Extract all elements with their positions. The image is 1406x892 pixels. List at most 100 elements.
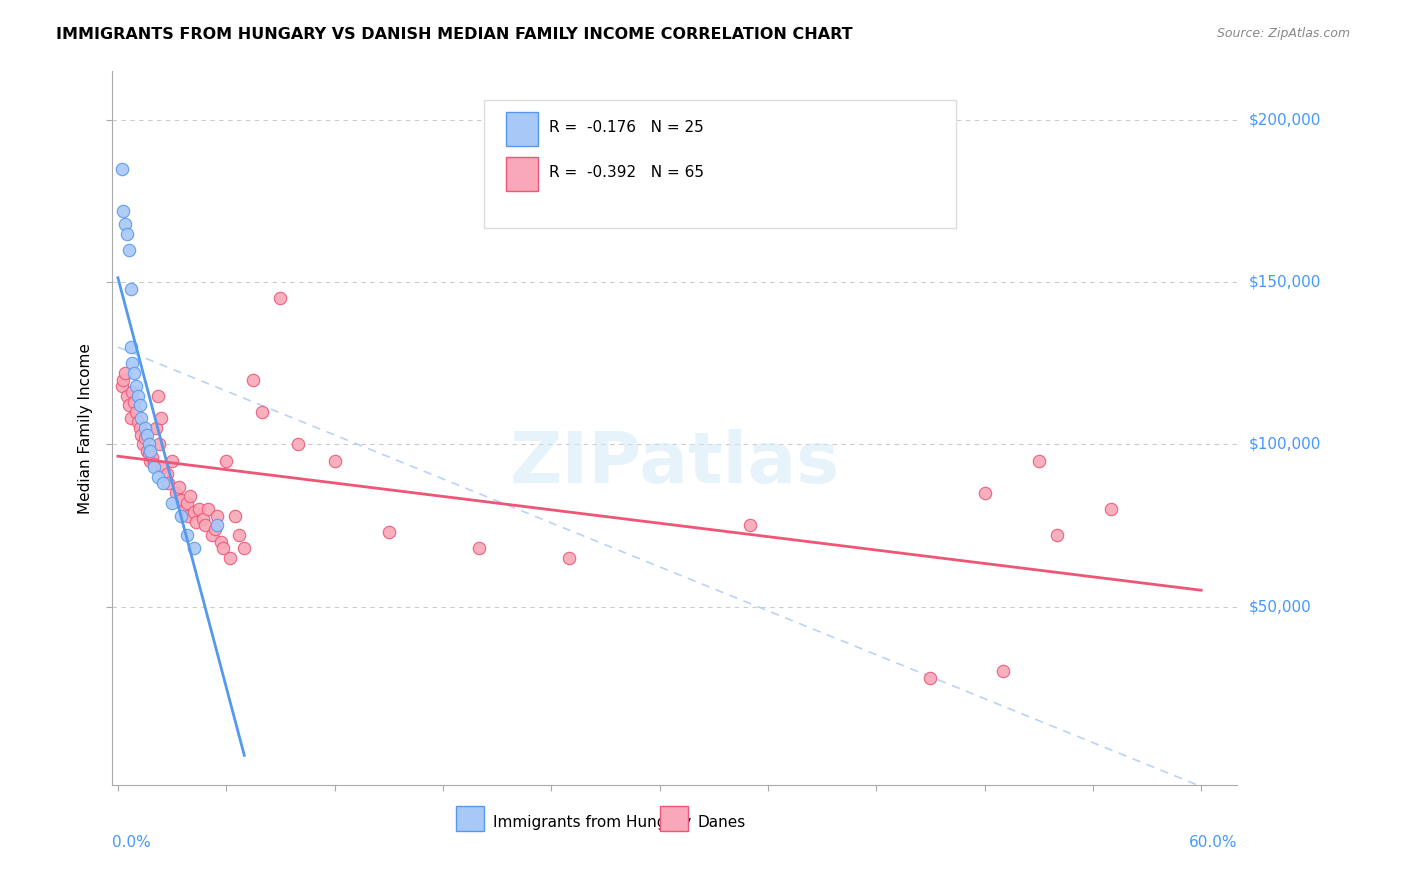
Point [138, 437, 160, 451]
Point [135, 443, 157, 458]
Text: $150,000: $150,000 [1249, 275, 1320, 290]
Point [193, 518, 215, 533]
Point [160, 496, 183, 510]
Point [150, 411, 173, 425]
Point [125, 379, 148, 393]
Point [224, 508, 246, 523]
Point [146, 389, 169, 403]
Point [205, 518, 228, 533]
Point [141, 450, 163, 465]
Point [323, 453, 346, 467]
Point [127, 389, 149, 403]
FancyBboxPatch shape [484, 100, 956, 228]
Point [160, 453, 183, 467]
Point [173, 502, 195, 516]
Bar [456, 806, 484, 831]
Point [1046, 528, 1069, 542]
Point [125, 405, 148, 419]
Point [115, 389, 138, 403]
Point [183, 541, 205, 556]
Text: R =  -0.392   N = 65: R = -0.392 N = 65 [548, 165, 704, 180]
Point [165, 486, 187, 500]
Text: ZIPatlas: ZIPatlas [510, 429, 839, 499]
Point [134, 431, 156, 445]
Point [143, 457, 166, 471]
Text: $100,000: $100,000 [1249, 437, 1320, 452]
Point [152, 476, 174, 491]
Bar [506, 112, 537, 146]
Bar [506, 157, 537, 191]
Point [176, 496, 198, 510]
Point [211, 541, 233, 556]
Point [218, 550, 240, 565]
Text: Source: ZipAtlas.com: Source: ZipAtlas.com [1216, 27, 1350, 40]
Point [118, 243, 141, 257]
Point [127, 415, 149, 429]
Point [120, 282, 142, 296]
Point [120, 411, 142, 425]
Bar [661, 806, 689, 831]
Point [170, 492, 193, 507]
Point [973, 486, 995, 500]
Point [157, 476, 180, 491]
Point [131, 411, 153, 425]
Point [139, 443, 162, 458]
Point [148, 437, 170, 451]
Point [110, 379, 132, 393]
Text: Immigrants from Hungary: Immigrants from Hungary [492, 814, 690, 830]
Point [191, 512, 214, 526]
Point [169, 479, 191, 493]
Point [122, 366, 145, 380]
Point [121, 356, 143, 370]
Point [177, 508, 200, 523]
Point [128, 421, 150, 435]
Point [991, 665, 1014, 679]
Point [170, 508, 193, 523]
Point [204, 522, 226, 536]
Text: $50,000: $50,000 [1249, 599, 1312, 614]
Point [558, 550, 581, 565]
Point [468, 541, 491, 556]
Point [920, 671, 942, 685]
Point [242, 372, 264, 386]
Point [120, 340, 142, 354]
Point [1099, 502, 1122, 516]
Text: 60.0%: 60.0% [1189, 835, 1237, 850]
Point [128, 399, 150, 413]
Point [197, 502, 219, 516]
Point [122, 395, 145, 409]
Point [205, 508, 228, 523]
Point [252, 405, 274, 419]
Point [112, 372, 135, 386]
Point [121, 385, 143, 400]
Text: R =  -0.176   N = 25: R = -0.176 N = 25 [548, 120, 703, 135]
Point [215, 453, 238, 467]
Point [184, 515, 207, 529]
Point [1028, 453, 1050, 467]
Text: $200,000: $200,000 [1249, 112, 1320, 128]
Point [179, 489, 201, 503]
Point [114, 366, 136, 380]
Point [115, 227, 138, 241]
Point [201, 528, 224, 542]
Point [287, 437, 309, 451]
Point [738, 518, 761, 533]
Point [156, 467, 179, 481]
Point [269, 292, 291, 306]
Point [233, 541, 256, 556]
Y-axis label: Median Family Income: Median Family Income [79, 343, 93, 514]
Text: 0.0%: 0.0% [112, 835, 152, 850]
Point [145, 421, 167, 435]
Point [176, 528, 198, 542]
Point [146, 470, 169, 484]
Text: Danes: Danes [697, 814, 745, 830]
Point [143, 460, 166, 475]
Point [209, 534, 232, 549]
Point [134, 421, 156, 435]
Point [118, 399, 141, 413]
Point [131, 427, 153, 442]
Point [228, 528, 250, 542]
Point [183, 506, 205, 520]
Point [114, 217, 136, 231]
Point [135, 427, 157, 442]
